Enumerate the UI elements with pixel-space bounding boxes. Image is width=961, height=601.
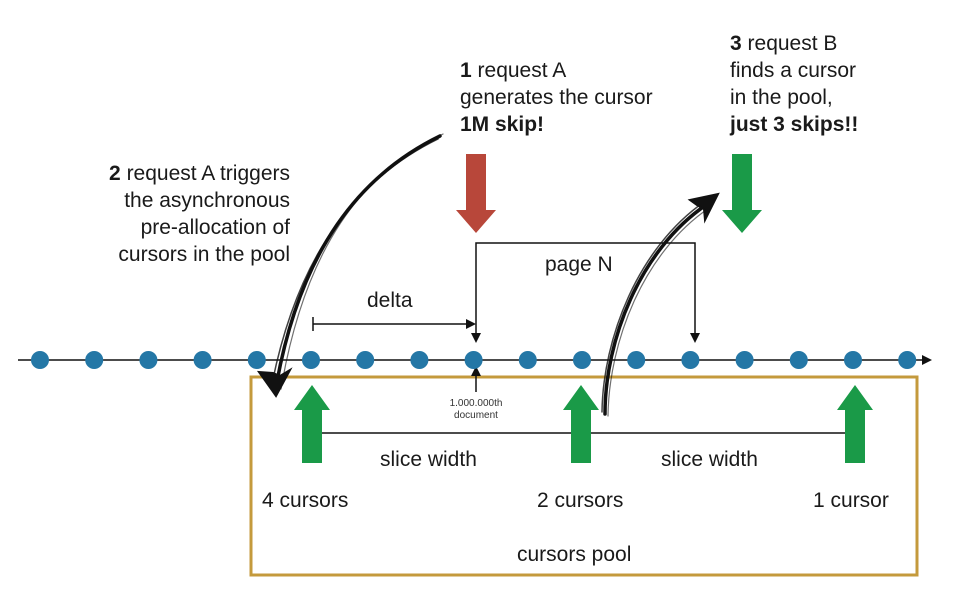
document-dot bbox=[518, 351, 537, 369]
curved-arrow-step-2 bbox=[271, 133, 444, 390]
page-n-label: page N bbox=[545, 253, 613, 276]
curved-arrow-step-2-head bbox=[256, 367, 293, 398]
document-dot bbox=[356, 351, 375, 369]
step-3-line-4: just 3 skips!! bbox=[730, 113, 859, 136]
document-dot bbox=[410, 351, 429, 369]
document-dot bbox=[85, 351, 104, 369]
cursors-count-1: 1 cursor bbox=[813, 489, 889, 512]
cursor-arrow-4-cursors bbox=[294, 385, 330, 463]
page-n-bracket bbox=[475, 242, 696, 340]
target-document-arrowhead bbox=[471, 366, 481, 376]
document-dot bbox=[573, 351, 591, 369]
curved-arrow-step-3 bbox=[601, 201, 710, 417]
cursors-pool-box bbox=[249, 375, 919, 577]
document-dot bbox=[844, 351, 862, 369]
document-dot bbox=[302, 351, 320, 369]
curved-arrow-step-3-head bbox=[687, 192, 720, 224]
step-1-line-3: 1M skip! bbox=[460, 113, 545, 136]
delta-arrowhead bbox=[466, 319, 476, 329]
step-2-line-2: the asynchronous bbox=[124, 189, 290, 212]
step-2-annotation: 2 request A triggers the asynchronous pr… bbox=[60, 160, 290, 268]
document-dot bbox=[193, 351, 212, 369]
step-3-line-2: finds a cursor bbox=[730, 59, 857, 82]
request-a-arrow bbox=[456, 154, 496, 233]
document-dot bbox=[789, 351, 808, 369]
step-2-line-3: pre-allocation of bbox=[140, 216, 290, 239]
step-1-line-1: request A bbox=[477, 59, 567, 82]
target-document-label: 1.000.000th document bbox=[436, 398, 516, 422]
step-3-line-3: in the pool, bbox=[730, 86, 833, 109]
cursors-count-2: 2 cursors bbox=[537, 489, 624, 512]
target-document-label-line-2: document bbox=[454, 410, 498, 421]
step-2-line-1: request A triggers bbox=[126, 162, 290, 185]
cursors-pool-label: cursors pool bbox=[517, 543, 632, 566]
step-3-annotation: 3 request B finds a cursor in the pool, … bbox=[730, 30, 858, 138]
document-dots bbox=[31, 351, 917, 369]
page-n-start-arrowhead bbox=[471, 333, 481, 343]
document-dot bbox=[247, 351, 266, 369]
step-1-number: 1 bbox=[460, 59, 472, 82]
request-b-arrow bbox=[722, 154, 762, 233]
step-2-number: 2 bbox=[109, 162, 121, 185]
target-document-label-line-1: 1.000.000th bbox=[449, 398, 503, 409]
document-dot bbox=[898, 351, 917, 369]
delta-label: delta bbox=[367, 289, 413, 312]
slice-width-label-1: slice width bbox=[380, 448, 477, 471]
document-dot bbox=[464, 351, 483, 369]
cursor-arrow-2-cursors bbox=[563, 385, 599, 463]
document-dot bbox=[627, 351, 646, 369]
document-dot bbox=[735, 351, 754, 369]
step-1-line-2: generates the cursor bbox=[460, 86, 653, 109]
delta-bracket bbox=[312, 317, 474, 331]
page-n-end-arrowhead bbox=[690, 333, 700, 343]
step-1-annotation: 1 request A generates the cursor 1M skip… bbox=[460, 57, 653, 138]
document-dot bbox=[139, 351, 158, 369]
document-dot bbox=[31, 351, 49, 369]
step-2-line-4: cursors in the pool bbox=[118, 243, 290, 266]
step-3-line-1: request B bbox=[747, 32, 838, 55]
cursor-arrow-1-cursor bbox=[837, 385, 873, 463]
step-3-number: 3 bbox=[730, 32, 742, 55]
cursors-count-4: 4 cursors bbox=[262, 489, 349, 512]
slice-width-label-2: slice width bbox=[661, 448, 758, 471]
document-dot bbox=[681, 351, 700, 369]
